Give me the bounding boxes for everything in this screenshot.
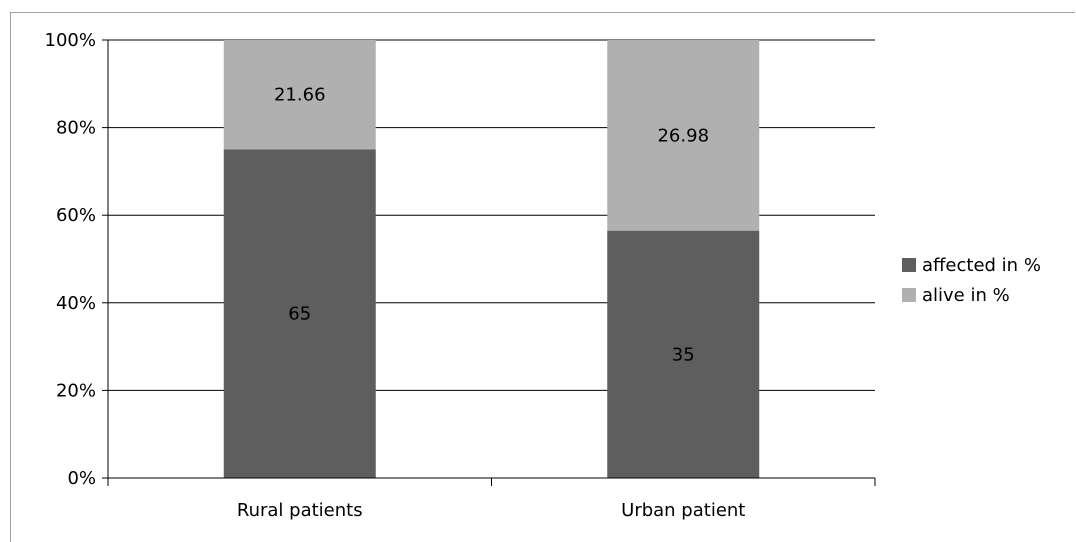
data-label: 21.66 <box>274 85 326 106</box>
legend-swatch <box>902 258 916 272</box>
y-tick-label: 20% <box>56 380 96 401</box>
legend-label: alive in % <box>922 285 1010 306</box>
legend-swatch <box>902 288 916 302</box>
data-labels: 65 21.66 35 26.98 <box>274 85 709 366</box>
data-label: 26.98 <box>657 125 709 146</box>
data-label: 65 <box>288 304 311 325</box>
data-label: 35 <box>672 344 695 365</box>
bar-segment <box>223 40 376 150</box>
bar-segment <box>607 40 760 231</box>
bar-segment <box>223 149 376 478</box>
grid-lines <box>108 39 875 391</box>
y-tick-label: 40% <box>56 293 96 314</box>
x-tick-label: Rural patients <box>237 500 363 521</box>
y-tick-label: 0% <box>67 468 96 489</box>
y-tick-label: 60% <box>56 205 96 226</box>
bars <box>223 40 760 478</box>
legend: affected in % alive in % <box>902 255 1041 306</box>
legend-label: affected in % <box>922 255 1041 276</box>
y-tick-label: 100% <box>45 30 96 51</box>
y-tick-label: 80% <box>56 118 96 139</box>
axes: 0% 20% 40% 60% 80% 100% Rural patients Urban pa… <box>45 30 876 521</box>
chart-frame <box>10 12 1075 542</box>
x-tick-label: Urban patient <box>621 500 745 521</box>
bar-segment <box>607 230 760 478</box>
